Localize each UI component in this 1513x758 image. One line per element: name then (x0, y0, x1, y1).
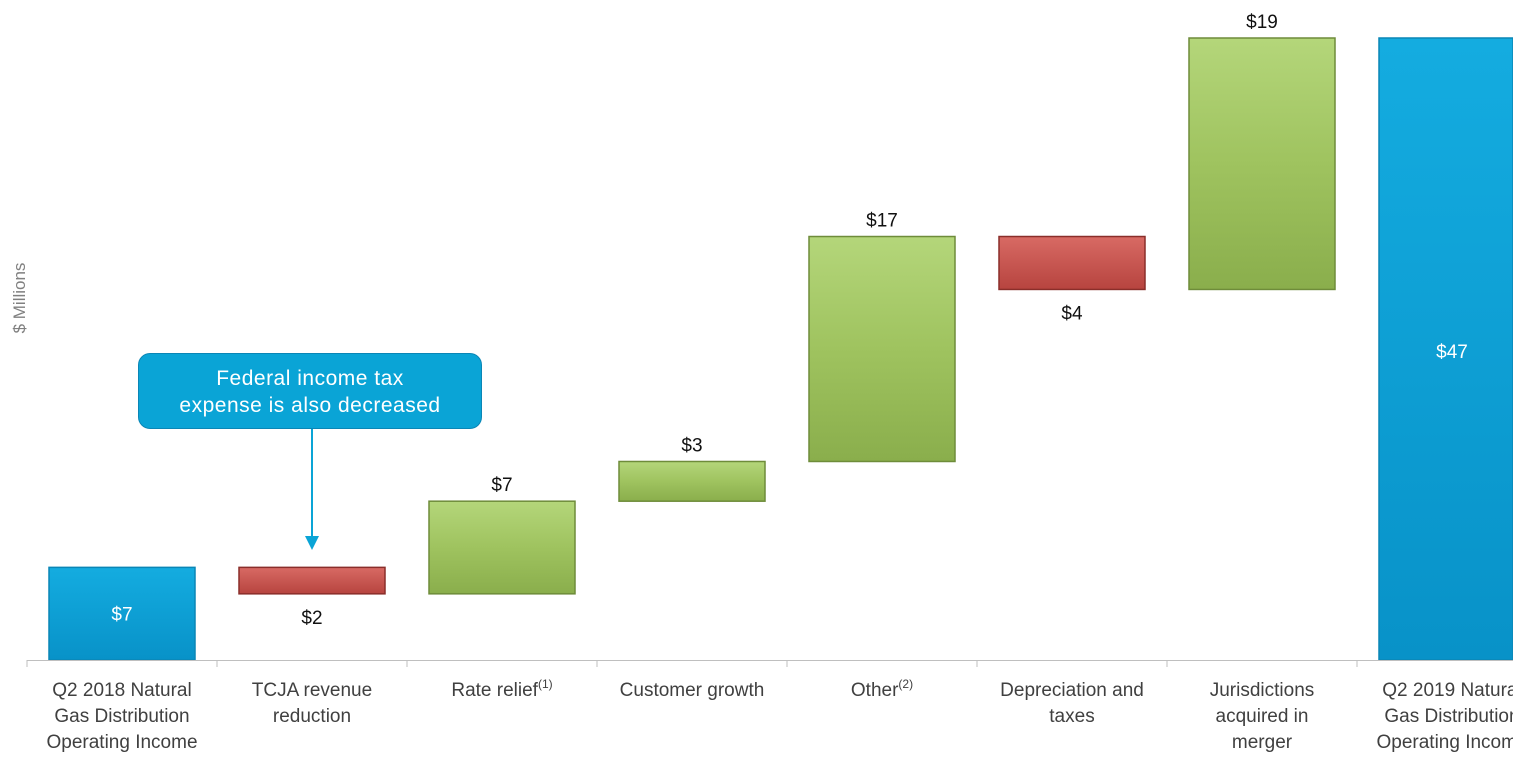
category-label: Q2 2019 Natural (1382, 680, 1513, 701)
x-axis (26, 660, 1513, 667)
callout-box: Federal income tax expense is also decre… (138, 353, 482, 429)
value-label: $2 (301, 608, 322, 629)
bar-increase (808, 235, 956, 463)
callout-arrow-head (305, 536, 319, 550)
category-label: Operating Income (46, 732, 197, 753)
category-label: acquired in (1216, 706, 1309, 727)
category-label: Gas Distribution (54, 706, 189, 727)
category-label: Gas Distribution (1384, 706, 1513, 727)
category-label: TCJA revenue (252, 680, 372, 701)
value-label: $47 (1436, 342, 1468, 363)
category-label: Operating Income (1376, 732, 1513, 753)
value-label: $7 (111, 605, 132, 626)
category-label: Other(2) (851, 677, 913, 701)
value-label: $17 (866, 211, 898, 232)
y-axis-label: $ Millions (10, 263, 29, 334)
bars-group (48, 37, 1513, 661)
category-label: reduction (273, 706, 351, 727)
category-label: merger (1232, 732, 1293, 753)
bar-increase (618, 460, 766, 502)
bar-total (1378, 37, 1513, 661)
bar-decrease (998, 235, 1146, 291)
bar-increase (428, 500, 576, 595)
value-label: $3 (681, 435, 702, 456)
callout-line-2: expense is also decreased (179, 394, 441, 417)
value-label: $7 (491, 475, 512, 496)
footnote-marker: (1) (538, 677, 553, 691)
category-label: Jurisdictions (1210, 680, 1315, 701)
category-label: Rate relief(1) (451, 677, 552, 701)
bar-decrease (238, 566, 386, 595)
category-labels: Q2 2018 Natural Gas Distribution Operating… (46, 677, 1513, 753)
category-label: Q2 2018 Natural (52, 680, 191, 701)
category-label: taxes (1049, 706, 1094, 727)
bar-total (48, 566, 196, 661)
callout-line-1: Federal income tax (216, 367, 404, 390)
footnote-marker: (2) (898, 677, 913, 691)
value-label: $4 (1061, 303, 1083, 324)
category-label: Depreciation and (1000, 680, 1144, 701)
category-label: Customer growth (620, 680, 765, 701)
value-labels: $7 $2 $7 $3 $17 $4 $19 $47 (111, 12, 1467, 629)
bar-increase (1188, 37, 1336, 291)
value-label: $19 (1246, 12, 1278, 33)
